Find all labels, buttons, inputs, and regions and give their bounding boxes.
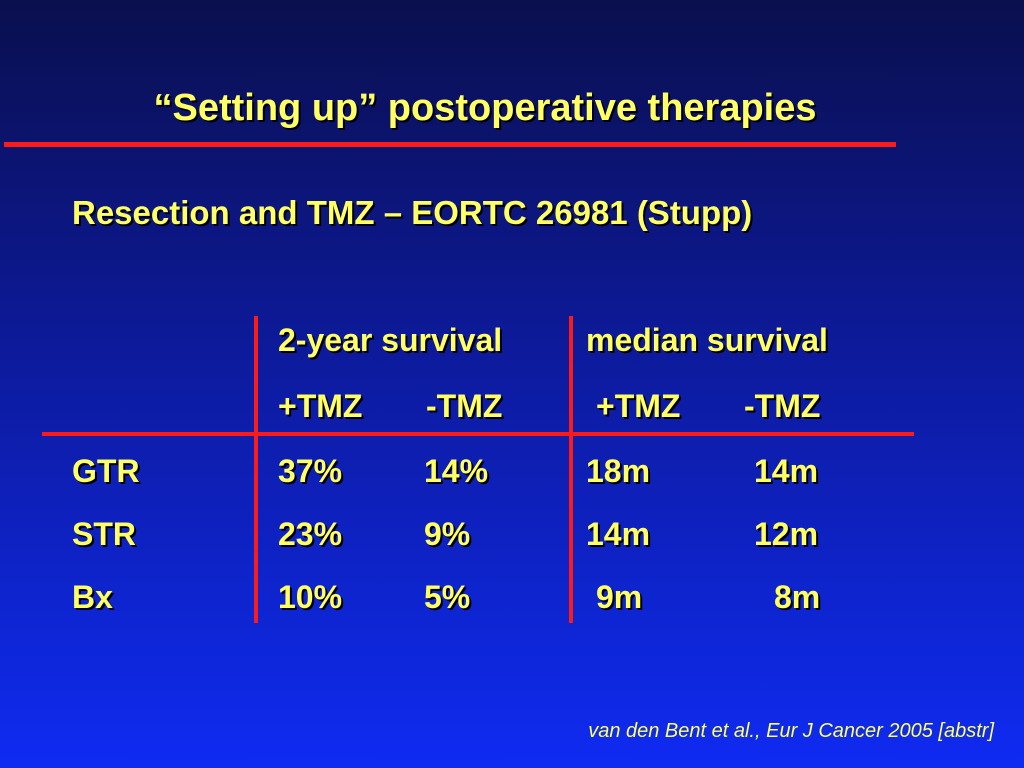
- title-divider: [4, 142, 896, 147]
- table-cell: 14m: [754, 453, 819, 489]
- table-cell: 10%: [278, 579, 343, 615]
- slide-title: “Setting up” postoperative therapies: [153, 87, 817, 129]
- table-cell: 9m: [596, 579, 643, 615]
- header-2-year-survival: 2-year survival: [278, 322, 503, 358]
- table-column-divider-right: [569, 316, 573, 623]
- subheader-2yr-plus-tmz: +TMZ: [278, 388, 363, 424]
- table-cell: 18m: [586, 453, 651, 489]
- table-cell: 14m: [586, 516, 651, 552]
- row-label: STR: [72, 516, 136, 552]
- table-cell: 9%: [424, 516, 471, 552]
- table-cell: 12m: [754, 516, 819, 552]
- row-label: Bx: [72, 579, 113, 615]
- table-cell: 5%: [424, 579, 471, 615]
- table-cell: 14%: [424, 453, 489, 489]
- table-column-divider-left: [254, 316, 258, 623]
- citation: van den Bent et al., Eur J Cancer 2005 […: [588, 720, 994, 742]
- table-cell: 8m: [774, 579, 821, 615]
- subheader-median-minus-tmz: -TMZ: [744, 388, 821, 424]
- header-median-survival: median survival: [586, 322, 828, 358]
- subheader-median-plus-tmz: +TMZ: [596, 388, 681, 424]
- slide-subtitle: Resection and TMZ – EORTC 26981 (Stupp): [72, 194, 753, 231]
- subheader-2yr-minus-tmz: -TMZ: [426, 388, 503, 424]
- table-cell: 37%: [278, 453, 343, 489]
- table-header-divider: [42, 432, 914, 436]
- row-label: GTR: [72, 453, 140, 489]
- table-cell: 23%: [278, 516, 343, 552]
